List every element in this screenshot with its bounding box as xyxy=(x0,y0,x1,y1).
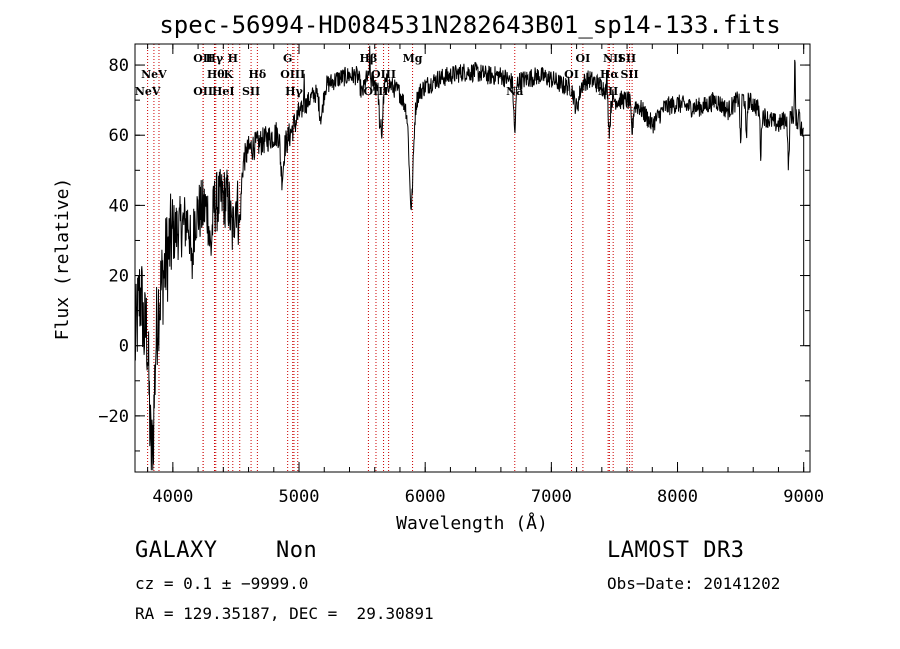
line-label: OI xyxy=(576,52,591,65)
line-label: OIII xyxy=(280,68,305,81)
line-label: NII xyxy=(603,52,623,65)
line-label: Hδ xyxy=(249,68,267,81)
survey-name: LAMOST DR3 xyxy=(607,538,745,563)
line-label: Hθ xyxy=(207,68,225,81)
line-label: SII xyxy=(242,85,260,98)
x-tick-label: 5000 xyxy=(279,487,320,507)
object-class: GALAXY xyxy=(135,538,218,563)
line-label: Hα xyxy=(600,68,619,81)
y-axis: −20 0 20 40 60 80 xyxy=(98,56,810,452)
x-tick-label: 8000 xyxy=(657,487,698,507)
line-label: HeI xyxy=(212,85,235,98)
object-subclass: Non xyxy=(276,538,318,563)
line-label: NeV xyxy=(141,68,167,81)
line-label: H xyxy=(228,52,238,65)
x-tick-label: 9000 xyxy=(783,487,824,507)
line-label: SII xyxy=(618,52,636,65)
y-tick-label: −20 xyxy=(98,407,129,427)
x-tick-label: 6000 xyxy=(405,487,446,507)
line-label: Hγ xyxy=(285,85,303,98)
line-label: SII xyxy=(620,68,638,81)
chart-title: spec-56994-HD084531N282643B01_sp14-133.f… xyxy=(159,11,780,39)
line-label: Hγ xyxy=(206,52,224,65)
y-axis-label: Flux (relative) xyxy=(52,178,73,341)
coordinates: RA = 129.35187, DEC = 29.30891 xyxy=(135,604,434,623)
line-label: OIII xyxy=(371,68,396,81)
spectrum-line xyxy=(134,45,804,471)
y-tick-label: 60 xyxy=(109,126,129,146)
line-label: OII xyxy=(193,85,213,98)
y-tick-label: 80 xyxy=(109,56,129,76)
redshift-text: cz = 0.1 ± −9999.0 xyxy=(135,574,309,593)
line-label: OIII xyxy=(363,85,388,98)
plot-frame xyxy=(134,43,811,473)
line-label: OII xyxy=(193,52,213,65)
line-label: NeV xyxy=(135,85,161,98)
line-label: Hβ xyxy=(360,52,378,65)
x-axis-label: Wavelength (Å) xyxy=(396,512,548,534)
y-tick-label: 0 xyxy=(119,337,129,357)
line-label: K xyxy=(224,68,234,81)
line-label: Mg xyxy=(403,52,423,65)
line-markers xyxy=(147,44,633,472)
x-tick-label: 7000 xyxy=(531,487,572,507)
line-label: OI xyxy=(564,68,579,81)
x-axis: 4000 5000 6000 7000 8000 9000 xyxy=(147,44,824,507)
y-tick-label: 40 xyxy=(109,196,129,216)
y-tick-label: 20 xyxy=(109,267,129,287)
x-tick-label: 4000 xyxy=(152,487,193,507)
line-label: G xyxy=(283,52,292,65)
obs-date: Obs−Date: 20141202 xyxy=(607,574,781,593)
spectrum-series xyxy=(134,45,805,471)
